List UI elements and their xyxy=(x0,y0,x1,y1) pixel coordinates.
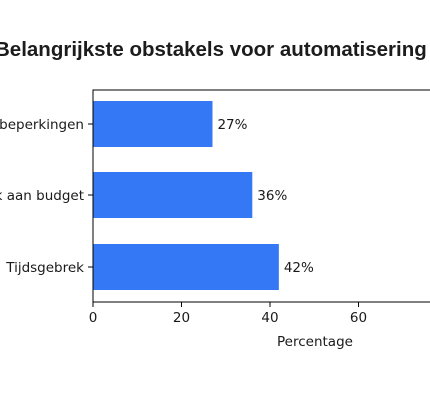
x-tick-label: 40 xyxy=(261,310,278,326)
bar xyxy=(93,101,213,147)
bar xyxy=(93,244,279,290)
plot-frame xyxy=(92,89,430,303)
y-tick-label: Tijdsgebrek xyxy=(5,260,84,276)
x-axis-label: Percentage xyxy=(277,334,353,350)
y-tick-label: Technische beperkingen xyxy=(0,117,84,133)
bar-value-label: 36% xyxy=(257,188,287,204)
x-tick-label: 60 xyxy=(350,310,367,326)
x-tick-label: 0 xyxy=(89,310,98,326)
y-tick-label: Gebrek aan budget xyxy=(0,188,84,204)
bar xyxy=(93,172,253,218)
bar-value-label: 27% xyxy=(217,117,247,133)
chart-title: Belangrijkste obstakels voor automatiser… xyxy=(0,38,427,61)
bar-value-label: 42% xyxy=(284,260,314,276)
x-tick-label: 20 xyxy=(173,310,190,326)
